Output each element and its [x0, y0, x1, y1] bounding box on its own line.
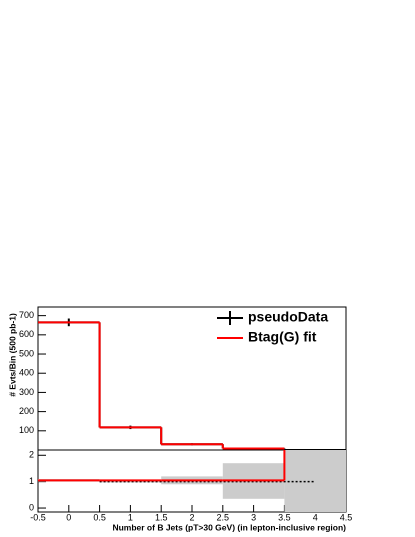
- y-tick-label: 400: [19, 368, 34, 378]
- x-tick-label: 4.5: [340, 512, 353, 522]
- x-tick-label: -0.5: [30, 512, 46, 522]
- x-axis-title: Number of B Jets (pT>30 GeV) (in lepton-…: [112, 522, 346, 532]
- y-tick-label: 700: [19, 310, 34, 320]
- y-tick-label: 2: [29, 450, 34, 460]
- y-tick-label: 0: [29, 502, 34, 512]
- y-tick-label: 600: [19, 329, 34, 339]
- y-tick-label: 200: [19, 406, 34, 416]
- x-tick-label: 0: [66, 512, 71, 522]
- x-tick-label: 2: [189, 512, 194, 522]
- x-tick-label: 3.5: [278, 512, 291, 522]
- x-tick-label: 1: [128, 512, 133, 522]
- error-band: [284, 450, 346, 512]
- y-tick-label: 300: [19, 387, 34, 397]
- x-tick-label: 2.5: [217, 512, 230, 522]
- legend-label: pseudoData: [248, 309, 328, 325]
- y-axis-title: # Evts/Bin (500 pb-1): [7, 313, 17, 397]
- y-tick-label: 1: [29, 476, 34, 486]
- x-tick-label: 0.5: [93, 512, 106, 522]
- x-tick-label: 3: [251, 512, 256, 522]
- x-tick-label: 4: [313, 512, 318, 522]
- y-tick-label: 100: [19, 425, 34, 435]
- legend-label: Btag(G) fit: [248, 329, 317, 345]
- x-tick-label: 1.5: [155, 512, 168, 522]
- y-tick-label: 500: [19, 348, 34, 358]
